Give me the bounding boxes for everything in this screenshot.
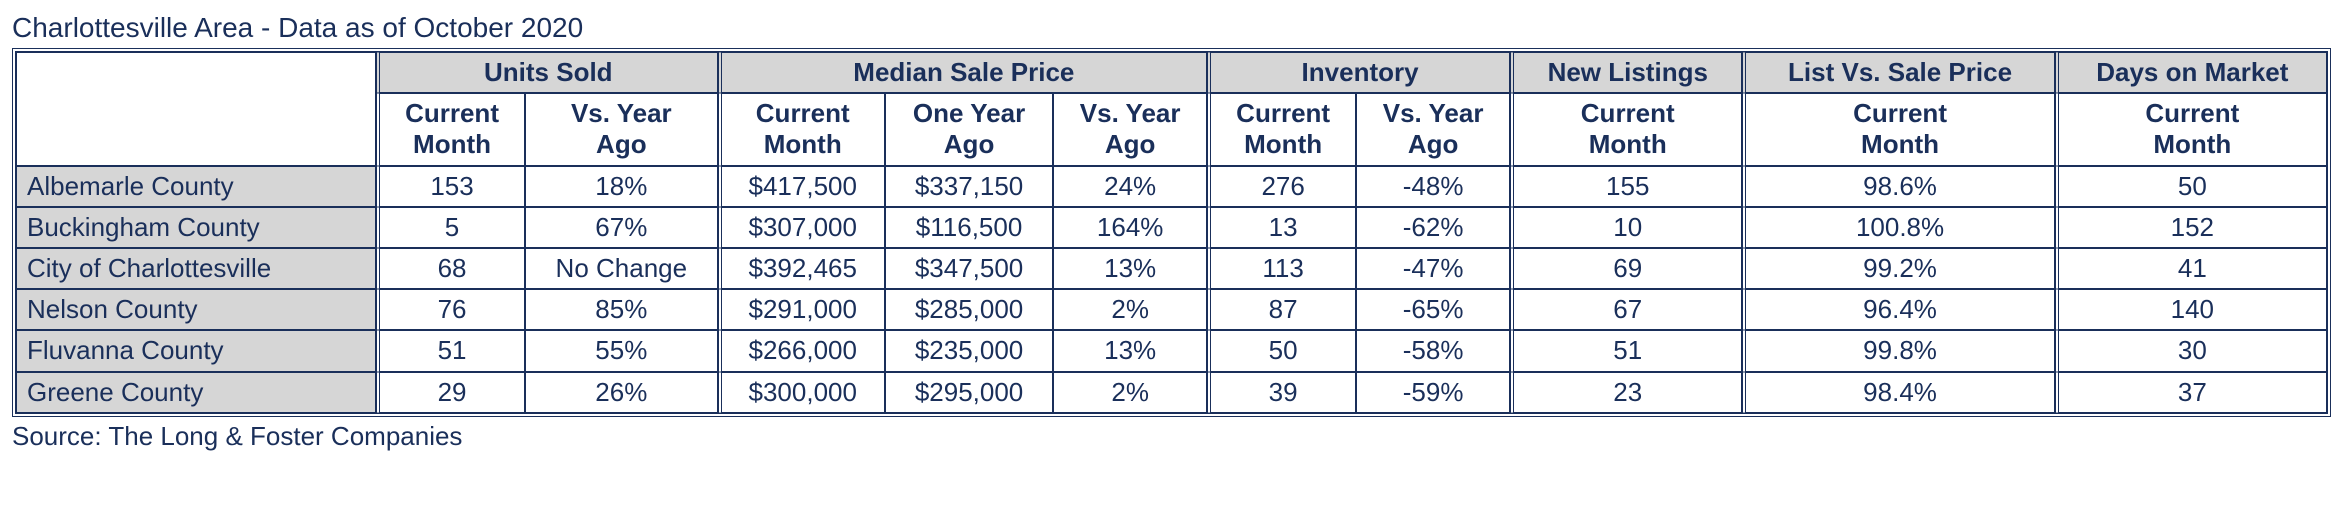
group-header: Days on Market xyxy=(2055,52,2327,93)
table-row: Greene County2926%$300,000$295,0002%39-5… xyxy=(16,372,2327,413)
data-cell: 164% xyxy=(1053,207,1207,248)
table-header: Units SoldMedian Sale PriceInventoryNew … xyxy=(16,52,2327,166)
data-cell: 276 xyxy=(1207,166,1356,207)
data-cell: 99.8% xyxy=(1742,330,2054,371)
data-cell: $266,000 xyxy=(718,330,885,371)
sub-header: CurrentMonth xyxy=(376,93,525,165)
data-cell: 26% xyxy=(525,372,718,413)
report-container: Charlottesville Area - Data as of Octobe… xyxy=(12,12,2331,452)
report-source: Source: The Long & Foster Companies xyxy=(12,421,2331,452)
data-cell: 76 xyxy=(376,289,525,330)
data-cell: -58% xyxy=(1356,330,1510,371)
sub-header: Vs. YearAgo xyxy=(1356,93,1510,165)
data-cell: 96.4% xyxy=(1742,289,2054,330)
sub-header: CurrentMonth xyxy=(1510,93,1742,165)
data-cell: 155 xyxy=(1510,166,1742,207)
table-body: Albemarle County15318%$417,500$337,15024… xyxy=(16,166,2327,413)
data-cell: 98.6% xyxy=(1742,166,2054,207)
data-cell: 140 xyxy=(2055,289,2327,330)
data-cell: $417,500 xyxy=(718,166,885,207)
data-cell: 55% xyxy=(525,330,718,371)
sub-header: One YearAgo xyxy=(885,93,1053,165)
sub-header: CurrentMonth xyxy=(2055,93,2327,165)
row-label: Nelson County xyxy=(16,289,376,330)
data-cell: $347,500 xyxy=(885,248,1053,289)
data-cell: 87 xyxy=(1207,289,1356,330)
row-label: City of Charlottesville xyxy=(16,248,376,289)
data-cell: $300,000 xyxy=(718,372,885,413)
group-header: Inventory xyxy=(1207,52,1510,93)
data-cell: 30 xyxy=(2055,330,2327,371)
data-cell: 100.8% xyxy=(1742,207,2054,248)
data-cell: $116,500 xyxy=(885,207,1053,248)
report-title: Charlottesville Area - Data as of Octobe… xyxy=(12,12,2331,44)
group-header: New Listings xyxy=(1510,52,1742,93)
data-cell: $291,000 xyxy=(718,289,885,330)
data-cell: -59% xyxy=(1356,372,1510,413)
sub-header: Vs. YearAgo xyxy=(1053,93,1207,165)
data-cell: 85% xyxy=(525,289,718,330)
data-cell: $307,000 xyxy=(718,207,885,248)
data-cell: 69 xyxy=(1510,248,1742,289)
data-cell: 153 xyxy=(376,166,525,207)
data-cell: 29 xyxy=(376,372,525,413)
data-table: Units SoldMedian Sale PriceInventoryNew … xyxy=(12,48,2331,417)
data-cell: 50 xyxy=(1207,330,1356,371)
data-cell: -47% xyxy=(1356,248,1510,289)
data-cell: -65% xyxy=(1356,289,1510,330)
data-cell: $392,465 xyxy=(718,248,885,289)
data-cell: 37 xyxy=(2055,372,2327,413)
data-cell: $285,000 xyxy=(885,289,1053,330)
row-label: Buckingham County xyxy=(16,207,376,248)
data-cell: $295,000 xyxy=(885,372,1053,413)
data-cell: 41 xyxy=(2055,248,2327,289)
data-cell: 5 xyxy=(376,207,525,248)
data-cell: 68 xyxy=(376,248,525,289)
row-label: Fluvanna County xyxy=(16,330,376,371)
table-row: Buckingham County567%$307,000$116,500164… xyxy=(16,207,2327,248)
sub-header: CurrentMonth xyxy=(718,93,885,165)
data-cell: 13% xyxy=(1053,248,1207,289)
data-cell: -62% xyxy=(1356,207,1510,248)
table-row: Nelson County7685%$291,000$285,0002%87-6… xyxy=(16,289,2327,330)
header-blank xyxy=(16,52,376,166)
sub-header: Vs. YearAgo xyxy=(525,93,718,165)
row-label: Albemarle County xyxy=(16,166,376,207)
data-cell: No Change xyxy=(525,248,718,289)
data-cell: 39 xyxy=(1207,372,1356,413)
data-cell: 51 xyxy=(376,330,525,371)
data-cell: 13% xyxy=(1053,330,1207,371)
data-cell: 10 xyxy=(1510,207,1742,248)
group-header: List Vs. Sale Price xyxy=(1742,52,2054,93)
row-label: Greene County xyxy=(16,372,376,413)
data-cell: 51 xyxy=(1510,330,1742,371)
table-row: City of Charlottesville68No Change$392,4… xyxy=(16,248,2327,289)
data-cell: 13 xyxy=(1207,207,1356,248)
data-cell: 23 xyxy=(1510,372,1742,413)
group-header: Units Sold xyxy=(376,52,718,93)
table-row: Albemarle County15318%$417,500$337,15024… xyxy=(16,166,2327,207)
table-row: Fluvanna County5155%$266,000$235,00013%5… xyxy=(16,330,2327,371)
data-cell: 67 xyxy=(1510,289,1742,330)
data-cell: 99.2% xyxy=(1742,248,2054,289)
sub-header: CurrentMonth xyxy=(1207,93,1356,165)
data-cell: 24% xyxy=(1053,166,1207,207)
data-cell: 152 xyxy=(2055,207,2327,248)
data-cell: $337,150 xyxy=(885,166,1053,207)
data-cell: 18% xyxy=(525,166,718,207)
data-cell: 2% xyxy=(1053,289,1207,330)
data-cell: 67% xyxy=(525,207,718,248)
group-header: Median Sale Price xyxy=(718,52,1208,93)
data-cell: -48% xyxy=(1356,166,1510,207)
data-cell: 98.4% xyxy=(1742,372,2054,413)
data-cell: 2% xyxy=(1053,372,1207,413)
data-cell: 50 xyxy=(2055,166,2327,207)
data-cell: 113 xyxy=(1207,248,1356,289)
sub-header: CurrentMonth xyxy=(1742,93,2054,165)
data-cell: $235,000 xyxy=(885,330,1053,371)
